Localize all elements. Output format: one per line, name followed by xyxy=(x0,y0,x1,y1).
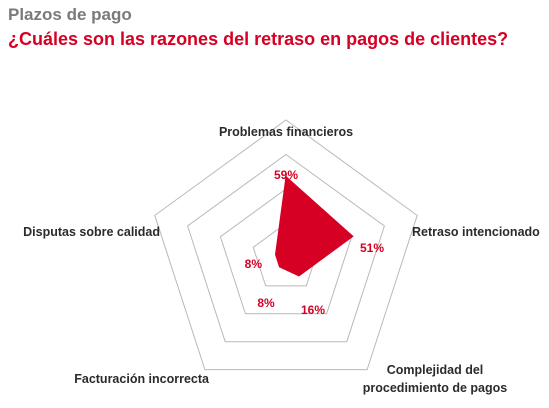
value-label-4: 8% xyxy=(245,257,263,271)
radar-labels: Problemas financieros Retraso intencionad… xyxy=(23,125,540,395)
radar-series xyxy=(274,175,354,277)
axis-label-4: Disputas sobre calidad xyxy=(23,225,160,239)
value-label-0: 59% xyxy=(274,168,298,182)
series-area xyxy=(274,175,354,277)
grid-ring-3 xyxy=(187,153,385,343)
value-label-2: 16% xyxy=(301,303,325,317)
axis-label-1: Retraso intencionado xyxy=(412,225,540,239)
axis-label-2: Complejidad del procedimiento de pagos xyxy=(363,363,508,395)
value-label-3: 8% xyxy=(257,296,275,310)
chart-kicker: Plazos de pago xyxy=(8,5,132,24)
axis-label-3: Facturación incorrecta xyxy=(74,372,210,386)
grid-ring-4 xyxy=(154,119,418,371)
axis-label-0: Problemas financieros xyxy=(219,125,353,139)
value-label-1: 51% xyxy=(360,241,384,255)
chart-title: ¿Cuáles son las razones del retraso en p… xyxy=(8,29,509,49)
